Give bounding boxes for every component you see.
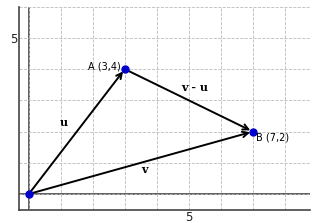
Text: u: u <box>60 117 68 128</box>
Text: B (7,2): B (7,2) <box>256 132 289 142</box>
Text: A (3,4): A (3,4) <box>88 62 121 72</box>
Text: v - u: v - u <box>182 82 209 93</box>
Text: v: v <box>141 163 147 175</box>
